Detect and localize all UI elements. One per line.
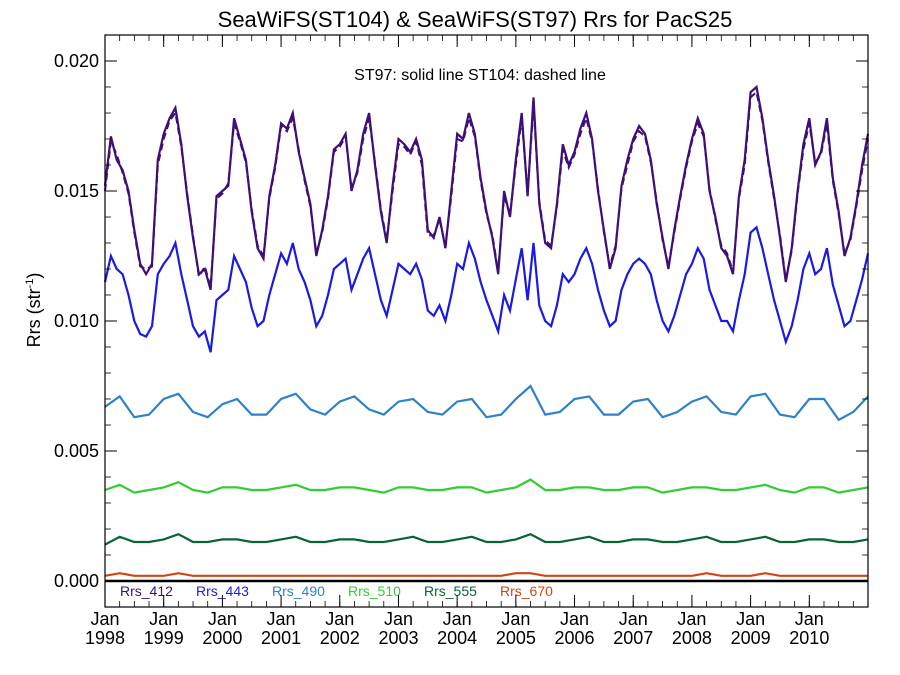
legend-entry-rrs-490: Rrs_490 [272, 583, 325, 599]
axes: 0.0000.0050.0100.0150.020Jan1998Jan1999J… [54, 34, 869, 648]
plot-frame [104, 34, 869, 608]
series-line-rrs-555-st97 [104, 533, 869, 546]
x-tick-label-year: 2002 [320, 628, 360, 648]
x-tick-label-month: Jan [619, 609, 648, 629]
x-tick-label-year: 2008 [672, 628, 712, 648]
x-tick-label-year: 1999 [144, 628, 184, 648]
x-tick-label-year: 1998 [85, 628, 125, 648]
x-tick-label-year: 2009 [731, 628, 771, 648]
y-tick-label: 0.010 [54, 311, 99, 331]
y-tick-label: 0.000 [54, 571, 99, 591]
y-tick-label: 0.015 [54, 181, 99, 201]
series-line-rrs-412-st97 [103, 84, 870, 291]
x-tick-label-year: 2007 [613, 628, 653, 648]
x-tick-label-month: Jan [736, 609, 765, 629]
x-tick-label-year: 2004 [437, 628, 477, 648]
x-tick-label-month: Jan [384, 609, 413, 629]
legend-entry-rrs-555: Rrs_555 [424, 583, 477, 599]
legend-entry-rrs-443: Rrs_443 [196, 583, 249, 599]
x-tick-label-month: Jan [90, 609, 119, 629]
chart-title: SeaWiFS(ST104) & SeaWiFS(ST97) Rrs for P… [218, 7, 733, 32]
x-tick-label-month: Jan [501, 609, 530, 629]
plot-area [103, 84, 870, 583]
x-tick-label-month: Jan [208, 609, 237, 629]
x-tick-label-year: 2005 [496, 628, 536, 648]
x-tick-label-year: 2001 [261, 628, 301, 648]
y-tick-label: 0.005 [54, 441, 99, 461]
y-axis-label: Rrs (str-1) [24, 273, 44, 348]
x-tick-label-month: Jan [795, 609, 824, 629]
x-tick-label-month: Jan [443, 609, 472, 629]
series-line-rrs-510-st97 [104, 478, 869, 494]
x-tick-label-month: Jan [677, 609, 706, 629]
x-tick-label-month: Jan [325, 609, 354, 629]
line-style-note: ST97: solid line ST104: dashed line [354, 67, 606, 84]
legend-entry-rrs-510: Rrs_510 [348, 583, 401, 599]
x-tick-label-month: Jan [149, 609, 178, 629]
x-tick-label-year: 2006 [555, 628, 595, 648]
series-line-rrs-412-st104 [104, 90, 869, 288]
y-tick-label: 0.020 [54, 51, 99, 71]
series-line-rrs-443-st97 [103, 225, 870, 353]
x-tick-label-year: 2010 [789, 628, 829, 648]
legend-entry-rrs-670: Rrs_670 [500, 583, 553, 599]
x-tick-label-month: Jan [560, 609, 589, 629]
legend-entry-rrs-412: Rrs_412 [120, 583, 173, 599]
x-tick-label-year: 2003 [378, 628, 418, 648]
series-line-rrs-670-st97 [104, 572, 868, 577]
legend: Rrs_412 Rrs_443 Rrs_490 Rrs_510 Rrs_555 Rrs_6… [120, 583, 553, 599]
x-tick-label-month: Jan [267, 609, 296, 629]
x-tick-label-year: 2000 [202, 628, 242, 648]
series-line-rrs-490-st97 [104, 384, 869, 422]
